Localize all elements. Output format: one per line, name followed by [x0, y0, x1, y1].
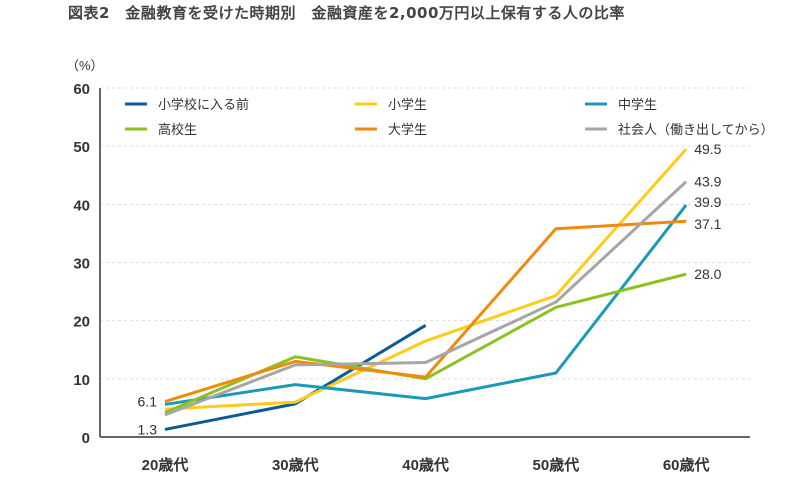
chart-title: 図表2 金融教育を受けた時期別 金融資産を2,000万円以上保有する人の比率	[68, 4, 625, 22]
legend-label: 大学生	[388, 122, 427, 137]
legend-label: 高校生	[158, 122, 197, 137]
legend-label: 中学生	[618, 97, 657, 112]
data-label: 1.3	[138, 421, 158, 437]
data-label: 6.1	[138, 394, 158, 410]
data-label: 28.0	[694, 266, 721, 282]
series-line	[164, 324, 427, 431]
series-line	[164, 219, 687, 403]
x-tick-label: 20歳代	[142, 456, 189, 474]
y-axis-unit: （%）	[66, 58, 104, 73]
x-tick-label: 40歳代	[402, 456, 449, 474]
data-label: 49.5	[694, 141, 721, 157]
legend-label: 小学校に入る前	[158, 97, 249, 112]
y-tick-label: 40	[73, 197, 90, 214]
legend-label: 小学生	[388, 97, 427, 112]
legend-label: 社会人（働き出してから）	[618, 122, 774, 137]
series-line	[164, 180, 688, 417]
series-line	[164, 203, 688, 406]
series-line	[164, 148, 688, 411]
y-tick-label: 20	[73, 314, 90, 331]
x-tick-label: 60歳代	[663, 456, 710, 474]
y-tick-label: 60	[73, 81, 90, 98]
y-tick-label: 50	[73, 139, 90, 156]
x-tick-label: 30歳代	[272, 456, 319, 474]
y-tick-label: 0	[82, 430, 90, 447]
y-tick-label: 30	[73, 256, 90, 273]
y-tick-label: 10	[73, 372, 90, 389]
data-label: 37.1	[694, 216, 721, 232]
data-label: 39.9	[694, 194, 721, 210]
x-tick-label: 50歳代	[533, 456, 580, 474]
data-label: 43.9	[694, 174, 721, 190]
